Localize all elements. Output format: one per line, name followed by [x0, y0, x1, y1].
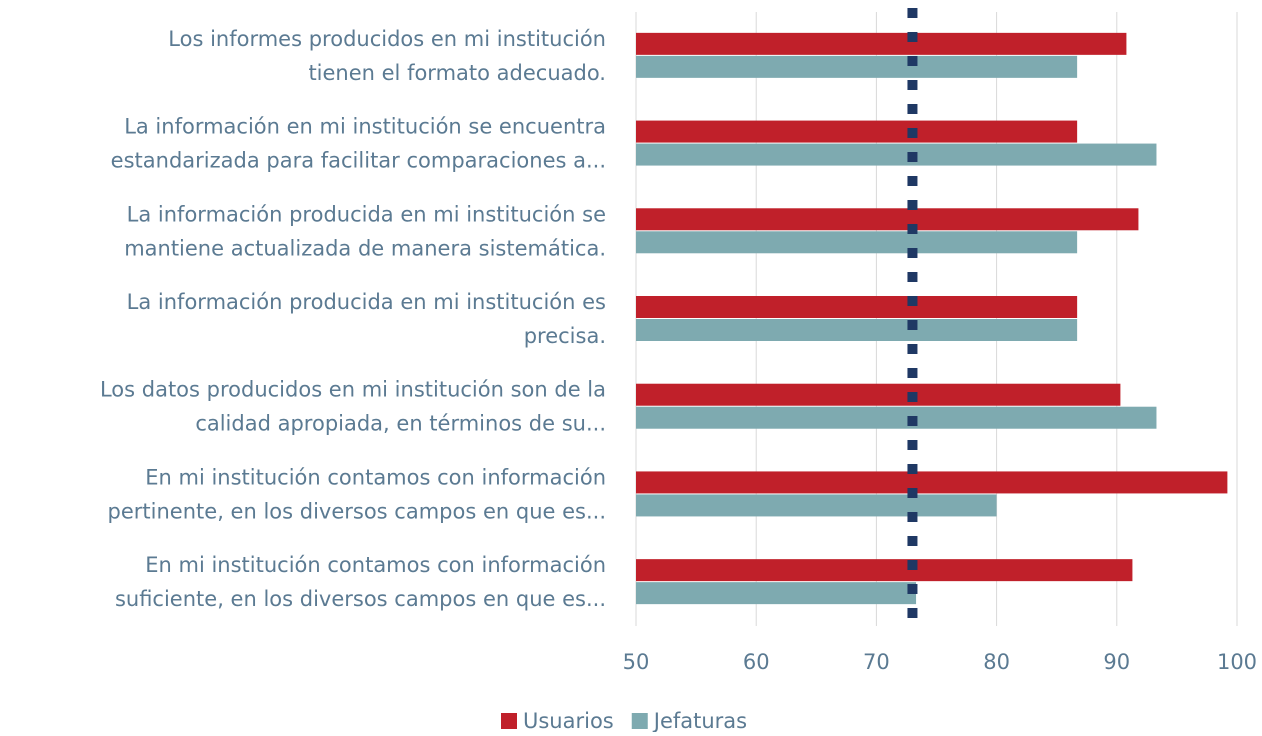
legend-swatch [501, 713, 517, 729]
y-tick-label: Los datos producidos en mi institución s… [100, 378, 606, 402]
bar [636, 559, 1133, 582]
x-tick-label: 70 [863, 650, 890, 674]
y-tick-label: calidad apropiada, en términos de su... [195, 412, 606, 436]
x-tick-label: 60 [743, 650, 770, 674]
y-tick-label: La información producida en mi instituci… [127, 202, 606, 226]
legend-label: Usuarios [523, 709, 614, 732]
legend-label: Jefaturas [652, 709, 747, 732]
y-tick-label: La información en mi institución se encu… [124, 115, 606, 139]
bar [636, 406, 1157, 429]
bar [636, 582, 917, 605]
y-tick-label: estandarizada para facilitar comparacion… [111, 149, 606, 173]
x-tick-label: 100 [1217, 650, 1257, 674]
bar [636, 55, 1078, 78]
y-tick-label: tienen el formato adecuado. [308, 61, 606, 85]
y-tick-label: pertinente, en los diversos campos en qu… [108, 499, 606, 523]
y-tick-label: Los informes producidos en mi institució… [168, 27, 606, 51]
bar [636, 383, 1121, 406]
legend-swatch [631, 713, 648, 729]
bar [636, 296, 1078, 318]
bar [636, 120, 1078, 143]
bar [636, 143, 1157, 166]
bar [636, 208, 1139, 231]
bar [636, 319, 1078, 341]
x-tick-label: 80 [983, 650, 1010, 674]
bar [636, 32, 1127, 55]
y-tick-label: precisa. [524, 324, 606, 348]
y-tick-label: La información producida en mi instituci… [127, 290, 606, 314]
bar [636, 231, 1078, 254]
x-tick-label: 50 [623, 650, 650, 674]
y-tick-label: En mi institución contamos con informaci… [145, 553, 606, 577]
bar [636, 494, 997, 517]
y-tick-label: suficiente, en los diversos campos en qu… [115, 587, 606, 611]
bar [636, 471, 1228, 494]
y-tick-label: En mi institución contamos con informaci… [145, 465, 606, 489]
y-tick-label: mantiene actualizada de manera sistemáti… [124, 236, 606, 260]
x-tick-label: 90 [1103, 650, 1130, 674]
